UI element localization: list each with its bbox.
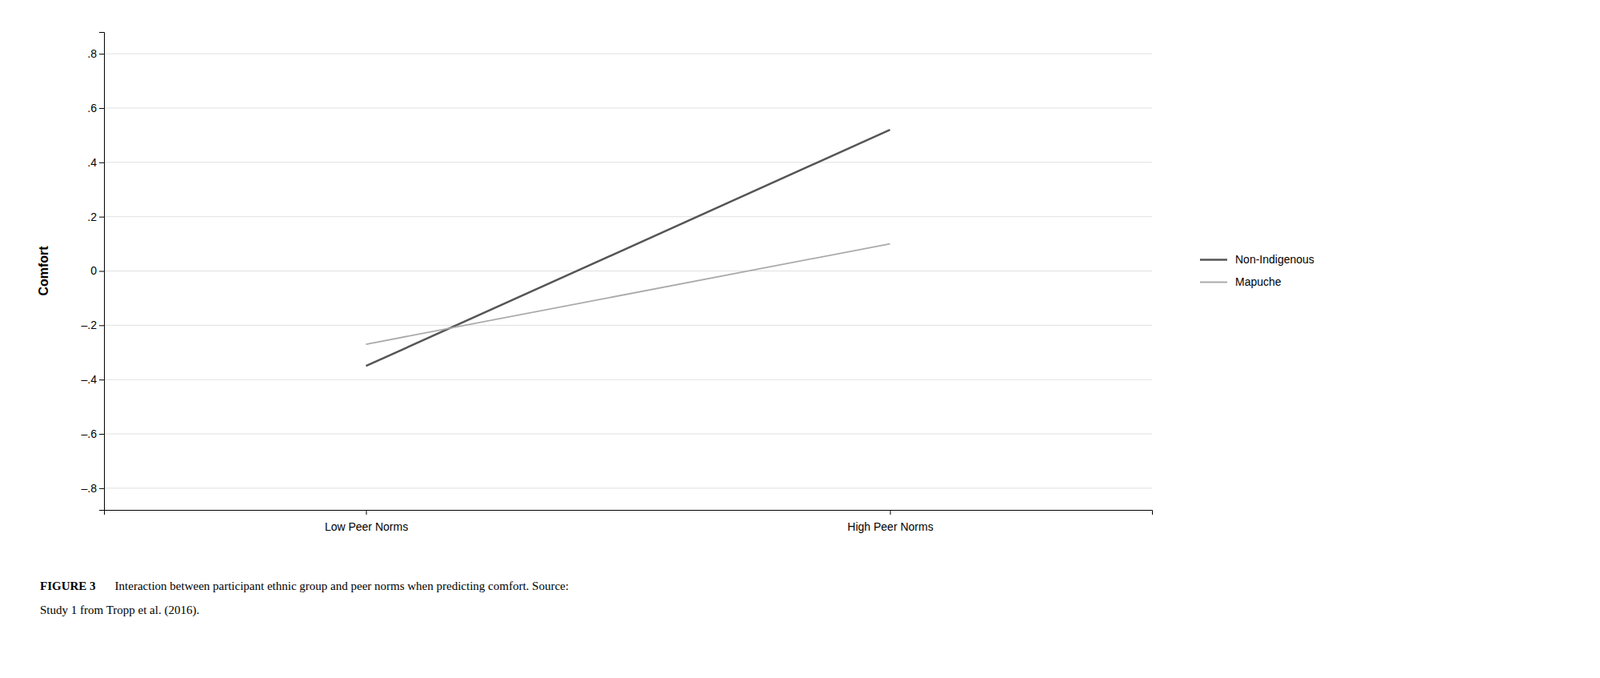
x-tick: High Peer Norms <box>847 509 933 533</box>
legend: Non-Indigenous Mapuche <box>1200 252 1315 288</box>
legend-label: Non-Indigenous <box>1235 252 1315 266</box>
y-tick: .8 <box>87 47 104 60</box>
grid-line <box>104 270 1152 272</box>
x-axis: Low Peer Norms High Peer Norms <box>104 509 1153 533</box>
grid <box>104 53 1152 488</box>
y-tick-label: –.8 <box>81 481 98 495</box>
y-tick-label: .8 <box>87 47 97 60</box>
caption-label: FIGURE 3 <box>40 579 96 592</box>
caption-text: Interaction between participant ethnic g… <box>115 579 569 592</box>
y-tick-mark <box>99 108 104 109</box>
y-tick-mark <box>99 53 104 55</box>
x-tick-mark <box>890 509 892 515</box>
y-tick-label: .2 <box>87 210 97 224</box>
y-axis: –.8 –.6 –.4 –.2 0 .2 .4 .6 .8 <box>81 32 105 511</box>
grid-line <box>104 107 1152 108</box>
y-tick: .6 <box>87 101 104 115</box>
x-tick-mark <box>366 509 368 515</box>
chart: –.8 –.6 –.4 –.2 0 .2 .4 .6 .8 Low Peer Norms High … <box>0 0 1600 678</box>
y-axis-line <box>99 32 105 511</box>
grid-line <box>104 53 1152 55</box>
y-tick-label: –.2 <box>81 318 98 332</box>
plot: –.8 –.6 –.4 –.2 0 .2 .4 .6 .8 Low Peer Norms High … <box>36 32 1315 533</box>
y-tick-mark <box>99 216 104 218</box>
series-line <box>366 244 891 345</box>
y-tick: –.8 <box>81 481 104 495</box>
y-tick: .2 <box>87 210 104 224</box>
legend-item: Non-Indigenous <box>1200 252 1315 266</box>
y-tick-label: –.4 <box>81 372 98 386</box>
y-tick: –.4 <box>81 372 104 386</box>
y-tick: 0 <box>90 264 104 277</box>
y-tick-label: 0 <box>90 264 97 277</box>
y-tick-mark <box>99 324 104 326</box>
grid-line <box>104 379 1152 380</box>
x-tick-label: High Peer Norms <box>847 520 933 533</box>
x-axis-line <box>104 510 1153 516</box>
y-tick: –.2 <box>81 318 104 332</box>
y-tick: .4 <box>87 156 104 169</box>
x-tick: Low Peer Norms <box>324 509 408 533</box>
caption: FIGURE 3 Interaction between participant … <box>40 579 569 617</box>
legend-item: Mapuche <box>1200 275 1282 288</box>
y-tick-mark <box>99 488 104 489</box>
grid-line <box>104 324 1152 326</box>
lines <box>366 129 891 366</box>
y-tick-mark <box>99 433 104 435</box>
grid-line <box>104 433 1152 435</box>
y-tick-label: –.6 <box>81 427 98 440</box>
legend-label: Mapuche <box>1235 275 1282 288</box>
grid-line <box>104 216 1152 217</box>
y-tick-label: .4 <box>87 156 97 169</box>
series-line <box>366 129 891 366</box>
caption-source: Study 1 from Tropp et al. (2016). <box>40 603 200 617</box>
legend-swatch <box>1200 258 1228 261</box>
y-tick-label: .6 <box>87 101 97 115</box>
y-tick: –.6 <box>81 427 104 440</box>
x-tick-label: Low Peer Norms <box>324 520 408 533</box>
y-tick-mark <box>99 271 104 272</box>
y-tick-mark <box>99 379 104 380</box>
y-tick-mark <box>99 162 104 164</box>
grid-line <box>104 487 1152 488</box>
legend-swatch <box>1200 281 1228 284</box>
y-axis-title: Comfort <box>36 245 51 296</box>
grid-line <box>104 161 1152 163</box>
